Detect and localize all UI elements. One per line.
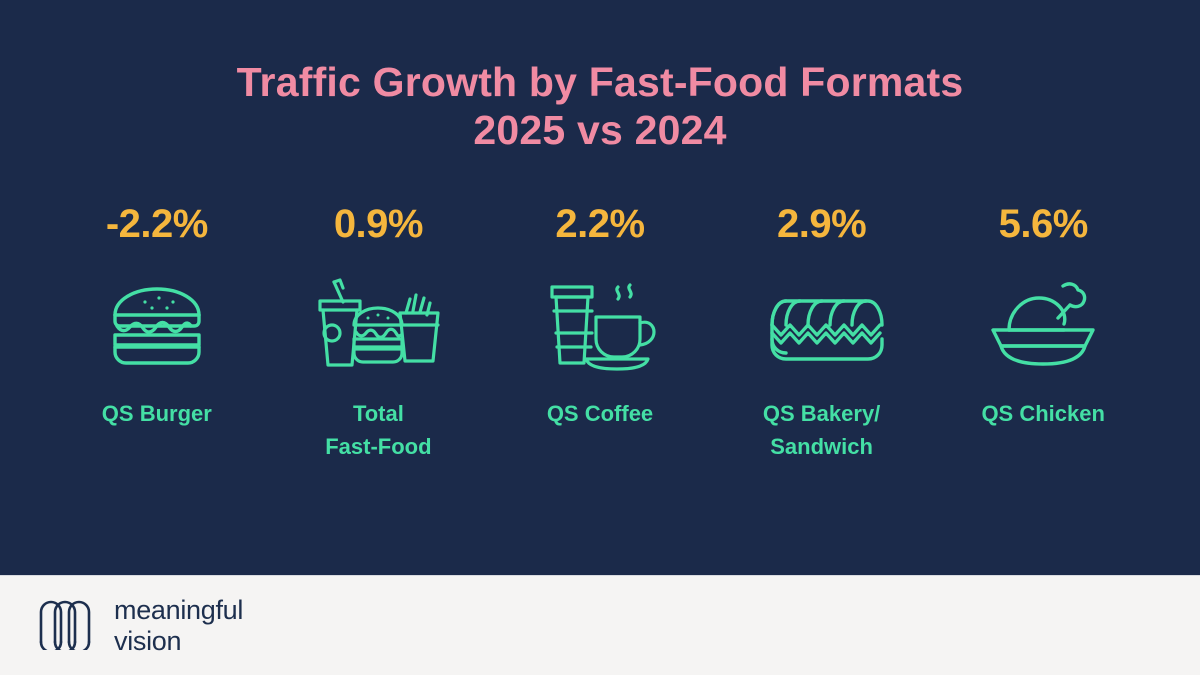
- metric-label: QS Chicken: [981, 400, 1105, 426]
- metric-label: QS Burger: [101, 400, 212, 426]
- page-title-line-1: Traffic Growth by Fast-Food Formats: [236, 59, 964, 105]
- sandwich-icon: [758, 271, 886, 379]
- metric-column-qs-bakery-sandwich: 2.9% QS Bakery/ Sandwich: [711, 201, 933, 463]
- metric-value: 0.9%: [333, 202, 424, 247]
- metric-columns: -2.2% QS Burger: [0, 201, 1200, 463]
- metric-value: 2.2%: [555, 202, 645, 247]
- metric-column-qs-coffee: 2.2%: [489, 201, 711, 430]
- burger-icon: [103, 271, 211, 379]
- page-title-line-2: 2025 vs 2024: [473, 107, 727, 154]
- chicken-icon: [987, 271, 1099, 379]
- metric-value: -2.2%: [105, 202, 209, 247]
- meaningful-vision-logo: meaningful vision: [36, 595, 243, 656]
- footer-bar: meaningful vision: [0, 575, 1200, 675]
- metric-value: 2.9%: [777, 202, 867, 247]
- metric-label: QS Bakery/ Sandwich: [762, 400, 881, 459]
- metric-column-qs-chicken: 5.6% QS Chicken: [932, 201, 1154, 430]
- metric-column-total-fast-food: 0.9%: [268, 201, 490, 463]
- metric-column-qs-burger: -2.2% QS Burger: [46, 201, 268, 430]
- title-block: Traffic Growth by Fast-Food Formats 2025…: [0, 0, 1200, 155]
- logo-wordmark: meaningful vision: [114, 595, 243, 655]
- coffee-icon: [540, 271, 660, 379]
- metric-label: QS Coffee: [546, 400, 654, 426]
- combo-meal-icon: [312, 271, 444, 379]
- logo-wordmark-line-1: meaningful: [114, 595, 244, 626]
- metric-label: Total Fast-Food: [325, 400, 432, 459]
- logo-wordmark-line-2: vision: [114, 625, 182, 656]
- metric-value: 5.6%: [998, 202, 1089, 247]
- logo-mark-icon: [36, 596, 98, 655]
